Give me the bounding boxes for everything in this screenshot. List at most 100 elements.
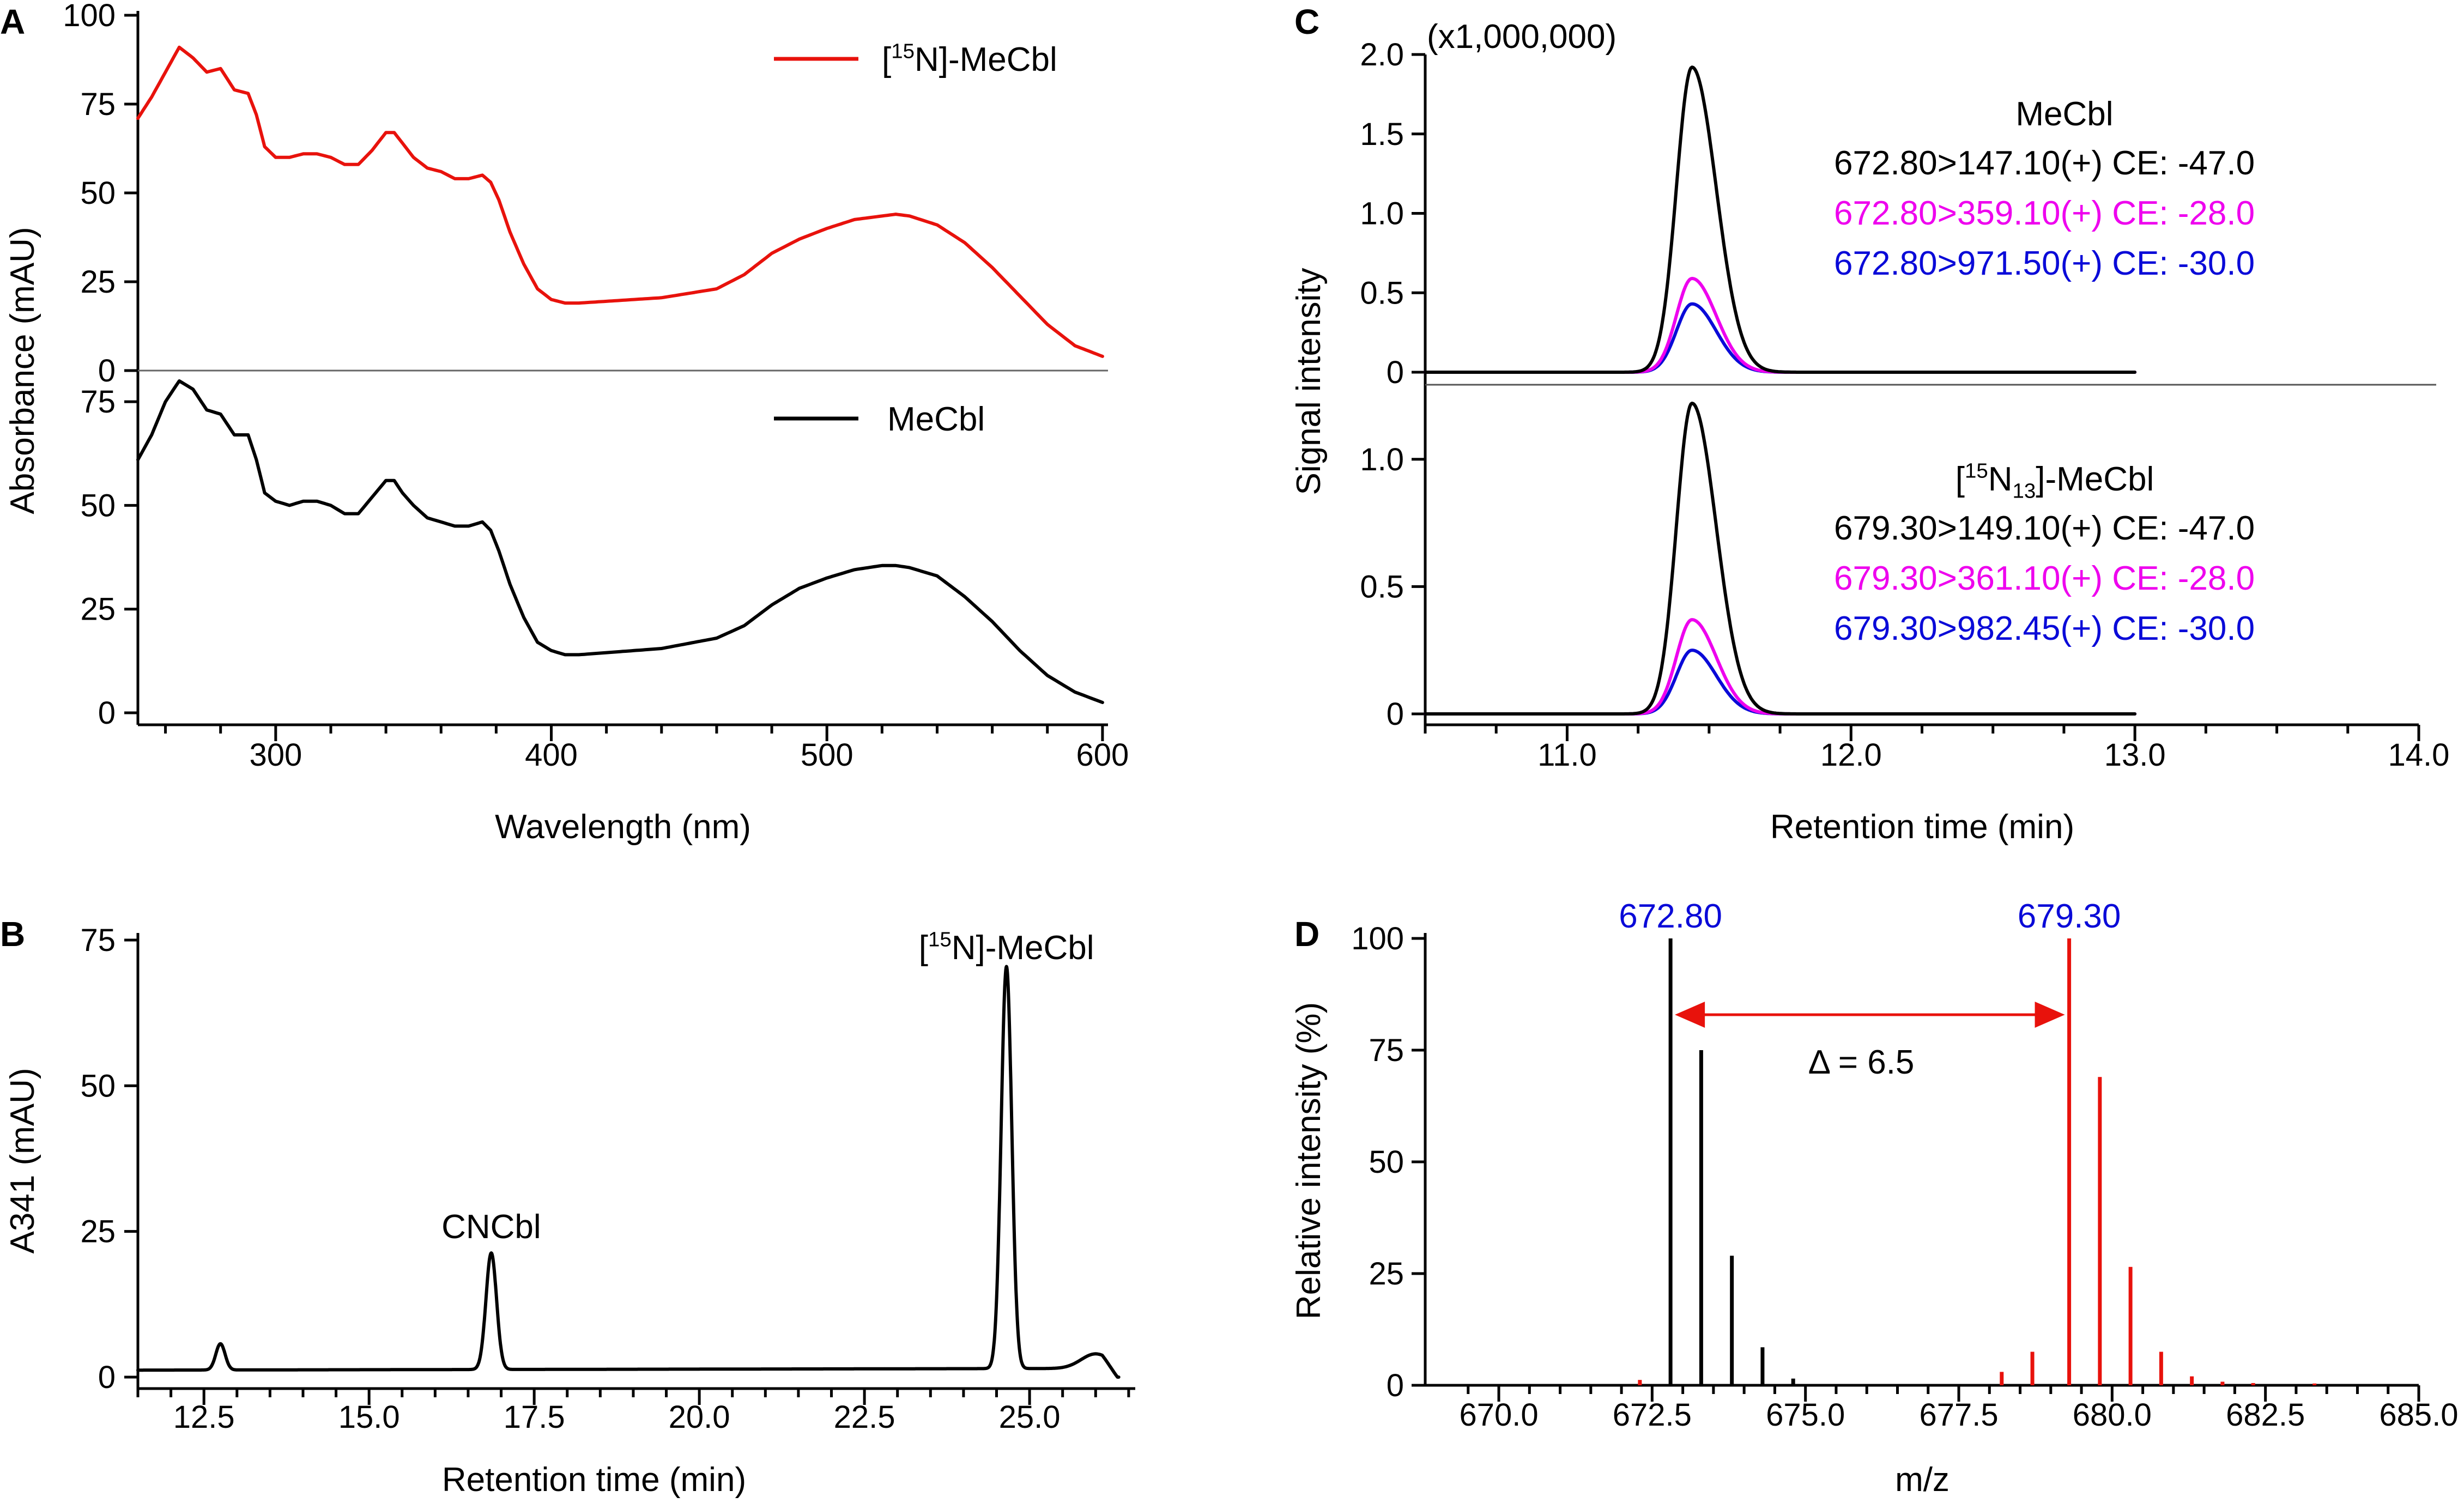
panel-d-peak-label: 679.30 [2018,898,2121,935]
panel-a-bottom-ytick-label: 25 [80,592,116,627]
panel-c-top-ytick-label: 1.0 [1360,196,1404,232]
panel-c-xtick-label: 14.0 [2388,737,2450,773]
panel-c-bottom-series-2 [1424,649,2137,716]
panel-b-ylabel: A341 (mAU) [4,1068,41,1253]
panel-c-bottom-legend-entry: 679.30>361.10(+) CE: -28.0 [1834,560,2255,597]
panel-d-delta-arrowhead-right [2035,1002,2065,1028]
panel-b-annotation-15n-mecbl: [15N]-MeCbl [919,928,1094,967]
panel-c-bottom-legend-title: [15N13]-MeCbl [1956,459,2154,502]
panel-d-ylabel: Relative intensity (%) [1290,1002,1328,1319]
panel-c-top-legend-entry: 672.80>971.50(+) CE: -30.0 [1834,245,2255,282]
panel-c: C (x1,000,000) 0 0.5 1.0 1.5 2.0 0 0.5 1.0 11.0 12.… [1290,2,2449,846]
panel-c-bottom-ytick-label: 1.0 [1360,442,1404,477]
panel-b-xtick-label: 12.5 [173,1399,235,1435]
panel-d-ytick-label: 0 [1387,1368,1404,1403]
panel-d-ytick-label: 100 [1351,921,1404,956]
panel-c-xtick-label: 11.0 [1537,737,1597,773]
panel-b-xlabel: Retention time (min) [442,1461,746,1499]
panel-c-multiplier: (x1,000,000) [1427,18,1617,56]
panel-c-xlabel: Retention time (min) [1770,808,2074,846]
panel-a-xlabel: Wavelength (nm) [495,808,751,846]
panel-c-top-series-2 [1424,302,2137,374]
panel-c-bottom-ytick-label: 0 [1387,696,1404,732]
panel-c-bottom-legend-title-part: 13 [2012,480,2036,503]
panel-b-annotation-15n-mecbl-part: 15 [928,928,952,951]
panel-d-xtick-label: 675.0 [1766,1397,1845,1433]
panel-b-ytick-label: 75 [80,923,116,958]
panel-c-top-legend-title: MeCbl [2015,95,2113,133]
panel-d-xtick-label: 680.0 [2073,1397,2152,1433]
panel-c-top-series-1 [1424,277,2137,374]
panel-c-bottom-legend-title-part: [ [1956,460,1965,498]
panel-b-ytick-label: 0 [98,1360,116,1395]
panel-d-xtick-label: 682.5 [2226,1397,2305,1433]
panel-a-legend-label-15n-part: N]-MeCbl [915,41,1057,78]
panel-c-xtick-label: 13.0 [2104,737,2166,773]
panel-d-delta-label: Δ = 6.5 [1808,1044,1915,1081]
panel-a-xtick-label: 600 [1076,737,1129,773]
panel-d-xlabel: m/z [1895,1461,1950,1499]
panel-c-ylabel: Signal intensity [1290,268,1328,495]
panel-d-delta-arrowhead-left [1675,1002,1705,1028]
panel-b: B 0 25 50 75 12.5 15.0 17.5 20.0 22.5 25.0 Retentio… [0,914,1135,1499]
panel-a-ylabel: Absorbance (mAU) [4,227,41,514]
panel-b-xtick-label: 17.5 [504,1399,565,1435]
panel-a-legend-label-15n: [15N]-MeCbl [882,39,1057,78]
panel-b-ytick-label: 25 [80,1214,116,1250]
panel-a-bottom-ytick-label: 50 [80,488,116,523]
panel-c-top-ytick-label: 0 [1387,355,1404,390]
panel-a-xtick-label: 400 [525,737,578,773]
panel-b-letter: B [0,914,25,954]
panel-b-xtick-label: 22.5 [834,1399,895,1435]
panel-b-series-a341 [136,965,1121,1379]
panel-c-top-legend-entry: 672.80>147.10(+) CE: -47.0 [1834,144,2255,182]
panel-a-top-ytick-label: 100 [63,0,116,33]
panel-d-peak-label: 672.80 [1619,898,1722,935]
panel-d-letter: D [1294,914,1319,954]
panel-a-top-ytick-label: 50 [80,175,116,211]
panel-d-xtick-label: 677.5 [1919,1397,1998,1433]
panel-a-bottom-ytick-label: 75 [80,384,116,420]
panel-b-ytick-label: 50 [80,1068,116,1104]
panel-a-xtick-label: 500 [801,737,853,773]
panel-c-top-legend-entry: 672.80>359.10(+) CE: -28.0 [1834,195,2255,232]
panel-b-xtick-label: 15.0 [338,1399,400,1435]
panel-d-ytick-label: 75 [1369,1033,1404,1068]
panel-d: D 0 25 50 75 100 670.0 672.5 675.0 677.5 680.0 682.… [1290,898,2459,1499]
panel-a-series-mecbl [136,379,1104,704]
panel-d-xtick-label: 672.5 [1613,1397,1692,1433]
panel-c-top-ytick-label: 2.0 [1360,37,1404,72]
panel-d-xtick-label: 670.0 [1459,1397,1538,1433]
panel-a-bottom-ytick-label: 0 [98,695,116,731]
panel-a-series-15n-mecbl [136,45,1104,358]
panel-c-top-series-0 [1424,65,2137,374]
panel-a-letter: A [0,2,25,41]
panel-a-top-ytick-label: 25 [80,264,116,300]
panel-c-bottom-legend-title-part: ]-MeCbl [2036,460,2154,498]
panel-a: A 0 25 50 75 100 0 25 50 75 300 400 500 600 Wavelength… [0,0,1129,846]
panel-c-bottom-legend-entry: 679.30>149.10(+) CE: -47.0 [1834,510,2255,547]
panel-a-legend-label-15n-part: [ [882,41,891,78]
panel-a-top-ytick-label: 0 [98,353,116,389]
panel-b-annotation-15n-mecbl-part: [ [919,929,928,967]
panel-c-letter: C [1294,2,1319,41]
panel-b-annotation-15n-mecbl-part: N]-MeCbl [952,929,1094,967]
panel-a-legend-label-mecbl: MeCbl [887,401,985,438]
panel-d-ytick-label: 50 [1369,1144,1404,1180]
panel-b-annotation-cncbl: CNCbl [441,1208,541,1246]
panel-c-xtick-label: 12.0 [1820,737,1882,773]
panel-c-bottom-legend-title-part: 15 [1965,459,1988,482]
panel-a-top-ytick-label: 75 [80,87,116,122]
panel-d-xtick-label: 685.0 [2379,1397,2458,1433]
panel-b-xtick-label: 20.0 [669,1399,730,1435]
panel-c-bottom-ytick-label: 0.5 [1360,569,1404,604]
panel-a-legend-label-15n-part: 15 [891,39,915,63]
panel-b-xtick-label: 25.0 [999,1399,1061,1435]
panel-c-bottom-series-0 [1424,402,2137,716]
panel-a-xtick-label: 300 [249,737,302,773]
panel-c-bottom-legend-entry: 679.30>982.45(+) CE: -30.0 [1834,610,2255,647]
panel-c-top-ytick-label: 1.5 [1360,117,1404,152]
panel-c-bottom-legend-title-part: N [1988,460,2013,498]
panel-d-ytick-label: 25 [1369,1256,1404,1292]
